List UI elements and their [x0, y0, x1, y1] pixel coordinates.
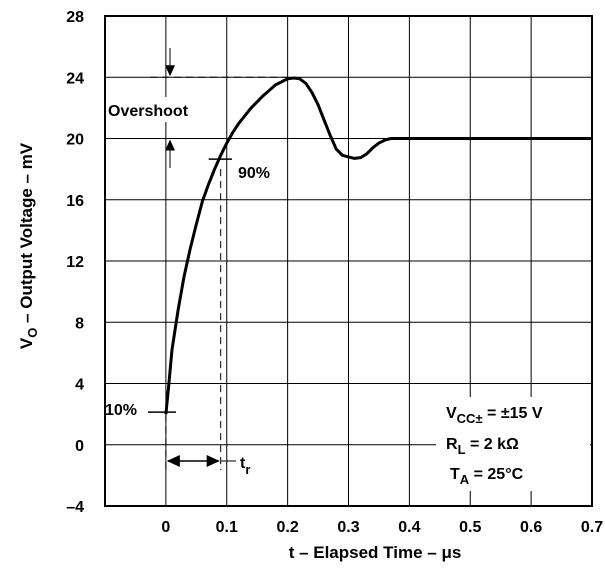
x-tick-label: 0.2 — [277, 519, 299, 536]
y-tick-label: 16 — [66, 193, 84, 210]
condition-ta-sub: A — [460, 472, 470, 487]
rise-time-arrow-right-icon — [206, 455, 220, 467]
condition-ta: TA = 25°C — [450, 466, 524, 487]
overshoot-arrow-down-icon — [165, 65, 175, 77]
y-axis-title-rest: – Output Voltage – mV — [17, 142, 36, 327]
x-tick-label: 0.6 — [520, 519, 542, 536]
plot-frame — [104, 15, 593, 507]
condition-vcc-main: V — [446, 405, 457, 422]
series-line — [164, 76, 592, 415]
y-tick-label: 12 — [66, 254, 84, 271]
rise-time-label: tr — [240, 455, 250, 477]
x-tick-labels: 0 0.1 0.2 0.3 0.4 0.5 0.6 0.7 — [161, 519, 603, 536]
condition-vcc-rest: = ±15 V — [483, 405, 543, 422]
ninety-label-bg — [232, 158, 284, 182]
conditions-box — [436, 397, 590, 491]
x-tick-label: 0 — [161, 519, 170, 536]
condition-vcc-sub: CC± — [457, 411, 483, 426]
x-tick-label: 0.1 — [216, 519, 238, 536]
ninety-percent-label: 90% — [238, 165, 270, 182]
rise-time-label-sub: r — [245, 462, 250, 477]
condition-vcc: VCC± = ±15 V — [446, 405, 543, 426]
y-tick-label: 8 — [75, 315, 84, 332]
x-tick-label: 0.7 — [581, 519, 603, 536]
y-tick-label: 24 — [66, 70, 84, 87]
condition-rl-sub: L — [458, 442, 466, 457]
y-axis-title: VO – Output Voltage – mV — [17, 142, 40, 349]
condition-ta-main: T — [450, 466, 460, 483]
condition-ta-rest: = 25°C — [469, 466, 523, 483]
y-tick-labels: –4 0 4 8 12 16 20 24 28 — [66, 9, 84, 516]
overshoot-label: Overshoot — [108, 103, 189, 120]
y-tick-label: 28 — [66, 9, 84, 26]
rise-time-arrow-left-icon — [166, 455, 180, 467]
x-tick-label: 0.5 — [459, 519, 481, 536]
condition-rl-main: R — [446, 436, 458, 453]
y-tick-label: 0 — [75, 438, 84, 455]
x-tick-label: 0.3 — [337, 519, 359, 536]
y-tick-label: 4 — [75, 377, 84, 394]
condition-rl-rest: = 2 kΩ — [466, 436, 519, 453]
x-tick-label: 0.4 — [398, 519, 420, 536]
y-tick-label: –4 — [66, 499, 84, 516]
y-tick-label: 20 — [66, 132, 84, 149]
overshoot-arrow-up-icon — [165, 139, 175, 151]
overshoot-label-bg — [106, 97, 214, 122]
rise-time-label-main: t — [240, 455, 246, 472]
y-axis-title-main: V — [17, 337, 36, 349]
y-axis-title-sub: O — [25, 328, 40, 338]
ten-percent-label: 10% — [105, 402, 137, 419]
x-axis-title: t – Elapsed Time – μs — [289, 543, 462, 562]
condition-rl: RL = 2 kΩ — [446, 436, 519, 457]
